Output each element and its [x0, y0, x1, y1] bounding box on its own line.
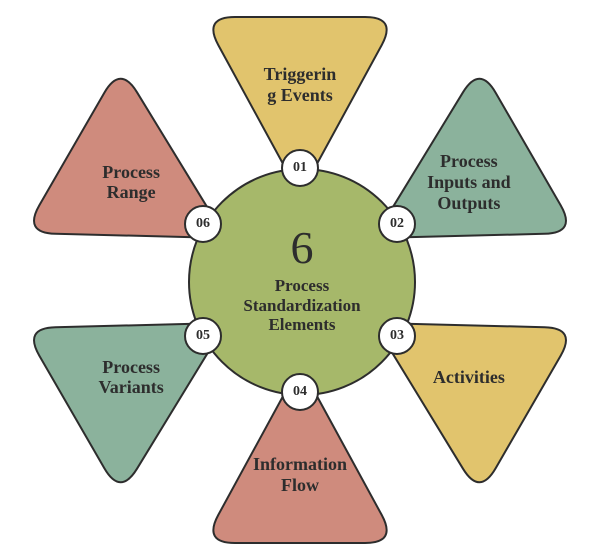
badge-02: 02	[378, 205, 416, 243]
center-subtitle-line1: Process	[275, 276, 329, 295]
petal-label-process-range: ProcessRange	[56, 162, 206, 203]
center-circle: 6 Process Standardization Elements	[188, 168, 416, 396]
center-number: 6	[291, 221, 314, 274]
center-subtitle-line3: Elements	[268, 315, 335, 334]
badge-04: 04	[281, 373, 319, 411]
badge-06: 06	[184, 205, 222, 243]
badge-05: 05	[184, 317, 222, 355]
petal-label-triggering-events: Triggering Events	[225, 64, 375, 105]
petal-label-activities: Activities	[394, 367, 544, 388]
center-subtitle: Process Standardization Elements	[243, 276, 360, 335]
diagram-stage: Triggering Events ProcessInputs andOutpu…	[0, 0, 600, 559]
petal-label-process-inputs-outputs: ProcessInputs andOutputs	[394, 151, 544, 213]
badge-01: 01	[281, 149, 319, 187]
badge-03: 03	[378, 317, 416, 355]
petal-label-process-variants: ProcessVariants	[56, 357, 206, 398]
center-subtitle-line2: Standardization	[243, 296, 360, 315]
petal-label-information-flow: InformationFlow	[225, 454, 375, 495]
